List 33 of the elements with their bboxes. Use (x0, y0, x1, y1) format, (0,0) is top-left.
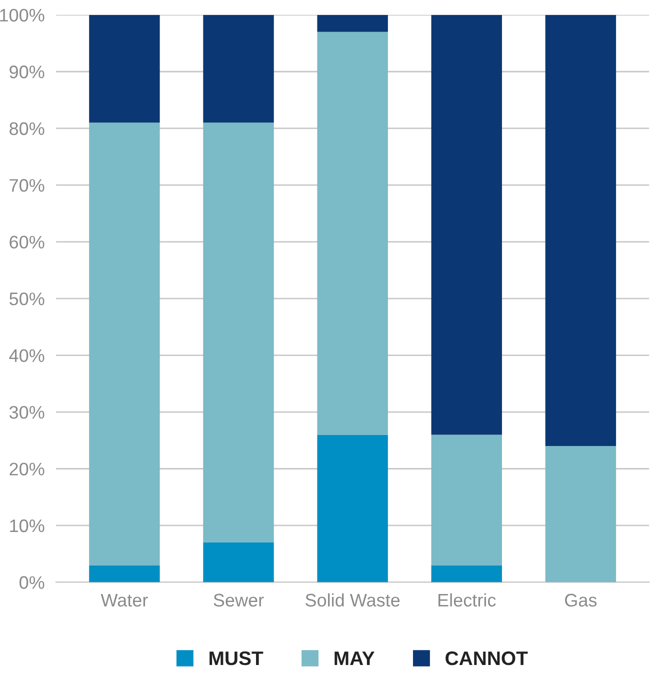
bar (431, 14, 502, 435)
legend-label: MAY (334, 652, 374, 665)
bar (545, 14, 616, 446)
bar (89, 14, 160, 123)
y-tick-label: 40% (9, 349, 44, 362)
y-tick-label: 0% (20, 576, 44, 589)
bar (89, 565, 160, 582)
bar (203, 14, 274, 123)
x-tick-label: Electric (438, 593, 496, 607)
legend-label: CANNOT (446, 651, 528, 666)
bar (203, 122, 274, 543)
y-tick-label: 70% (10, 179, 44, 192)
y-tick-label: 80% (10, 122, 44, 136)
y-tick-label: 20% (10, 462, 44, 476)
y-tick-label: 50% (9, 292, 44, 306)
bar (545, 446, 616, 582)
bar (431, 565, 502, 582)
bar (89, 122, 160, 566)
legend-label: MUST (210, 651, 264, 666)
x-tick-label: Gas (565, 594, 597, 607)
y-tick-label: 60% (10, 236, 44, 249)
bar (203, 542, 274, 582)
x-tick-label: Sewer (214, 594, 264, 607)
y-tick-label: 10% (10, 519, 44, 532)
bar (317, 14, 388, 32)
x-tick-label: Water (100, 594, 148, 607)
y-tick-label: 30% (9, 406, 44, 419)
x-tick-label: Solid Waste (306, 593, 400, 607)
bar (431, 434, 502, 566)
y-tick-label: 90% (10, 66, 44, 78)
bar (317, 434, 388, 582)
y-tick-label: 100% (0, 8, 44, 22)
bar (317, 32, 388, 435)
